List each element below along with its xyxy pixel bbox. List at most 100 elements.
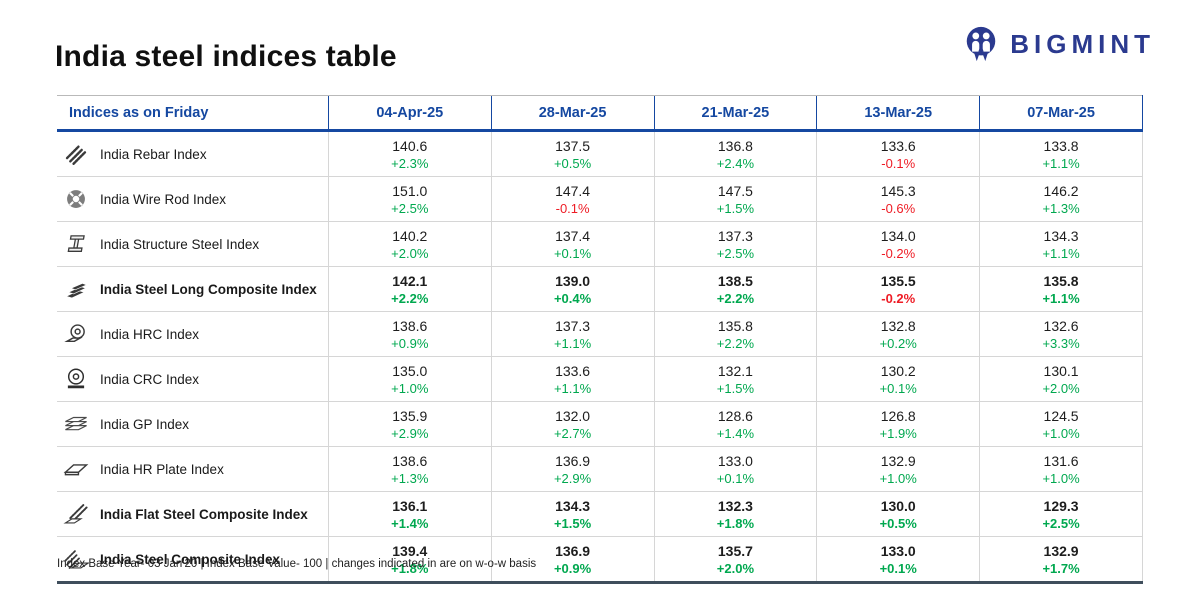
value-cell: 135.8 +2.2% (653, 311, 817, 357)
column-header-indices: Indices as on Friday (57, 95, 329, 131)
index-value: 146.2 (1043, 182, 1079, 199)
value-cell: 132.1 +1.5% (653, 356, 817, 402)
index-value: 137.4 (555, 227, 591, 244)
index-value: 124.5 (1043, 407, 1079, 424)
value-cell: 130.1 +2.0% (979, 356, 1143, 402)
index-name-cell: India GP Index (57, 401, 329, 447)
wow-change: +0.5% (553, 155, 592, 171)
wow-change: +2.9% (553, 470, 592, 486)
wow-change: +2.9% (391, 425, 429, 441)
crc-coil-icon (63, 366, 89, 392)
wow-change: +1.3% (391, 470, 429, 486)
bigmint-logo-text: BIGMINT (1010, 28, 1155, 59)
index-value: 134.3 (555, 497, 591, 514)
index-value: 131.6 (1043, 452, 1079, 469)
value-cell: 151.0 +2.5% (327, 176, 492, 222)
structure-steel-icon (67, 235, 85, 252)
index-value: 147.5 (717, 182, 753, 199)
index-value: 139.4 (392, 542, 428, 559)
page-title: India steel indices table (55, 40, 397, 73)
wow-change: +2.2% (716, 335, 755, 351)
value-cell: 130.0 +0.5% (816, 491, 980, 537)
table-row: India CRC Index 135.0 +1.0% 133.6 +1.1% 132.… (57, 356, 1143, 402)
index-value: 140.6 (392, 137, 428, 154)
index-name-label: India Steel Long Composite Index (100, 281, 317, 297)
table-row: India Structure Steel Index 140.2 +2.0% 13… (57, 221, 1143, 267)
bigmint-logo-icon (966, 26, 996, 62)
flat-steel-composite-icon (63, 501, 89, 527)
bigmint-logo: BIGMINT (962, 24, 1155, 64)
value-cell: 132.3 +1.8% (653, 491, 817, 537)
value-cell: 147.4 -0.1% (490, 176, 654, 222)
index-value: 132.9 (880, 452, 916, 469)
value-cell: 126.8 +1.9% (816, 401, 980, 447)
index-value: 134.3 (1043, 227, 1079, 244)
index-value: 133.0 (880, 542, 916, 559)
column-header-date-4: 13-Mar-25 (816, 95, 980, 131)
column-header-date-2: 28-Mar-25 (490, 95, 654, 131)
value-cell: 129.3 +2.5% (979, 491, 1143, 537)
value-cell: 140.6 +2.3% (327, 130, 492, 177)
value-cell: 133.0 +0.1% (653, 446, 817, 492)
table-header-row: Indices as on Friday 04-Apr-25 28-Mar-25… (57, 95, 1143, 131)
value-cell: 134.3 +1.1% (979, 221, 1143, 267)
index-name-cell: India Wire Rod Index (57, 176, 329, 222)
index-value: 136.9 (555, 452, 591, 469)
wow-change: +1.5% (716, 380, 755, 396)
index-name-label: India Wire Rod Index (100, 191, 227, 207)
index-value: 140.2 (392, 227, 428, 244)
gp-sheets-icon (65, 416, 87, 431)
wow-change: +1.4% (391, 515, 429, 531)
steel-long-composite-icon (63, 276, 89, 302)
table-row: India GP Index 135.9 +2.9% 132.0 +2.7% 128.6… (57, 401, 1143, 447)
structure-steel-icon (63, 231, 89, 257)
wow-change: +1.0% (391, 380, 429, 396)
index-value: 135.9 (392, 407, 428, 424)
index-name-label: India CRC Index (100, 371, 200, 387)
table-row: India HRC Index 138.6 +0.9% 137.3 +1.1% 135.… (57, 311, 1143, 357)
value-cell: 135.0 +1.0% (327, 356, 492, 402)
value-cell: 138.6 +0.9% (327, 311, 492, 357)
wow-change: -0.1% (881, 155, 916, 171)
wow-change: +1.5% (716, 200, 755, 216)
index-value: 130.1 (1043, 362, 1079, 379)
wow-change: +2.0% (1042, 380, 1080, 396)
value-cell: 142.1 +2.2% (327, 266, 492, 312)
indices-table: Indices as on Friday 04-Apr-25 28-Mar-25… (57, 95, 1143, 584)
value-cell: 135.8 +1.1% (979, 266, 1143, 312)
index-value: 133.8 (1043, 137, 1079, 154)
wow-change: +2.5% (716, 245, 755, 261)
flat-steel-composite-icon (63, 504, 88, 524)
rebar-icon (65, 145, 87, 165)
wire-rod-icon (67, 190, 85, 208)
index-value: 133.0 (717, 452, 753, 469)
value-cell: 136.8 +2.4% (653, 130, 817, 177)
wow-change: +0.2% (879, 335, 917, 351)
wow-change: +2.4% (716, 155, 755, 171)
wow-change: +1.0% (1042, 470, 1080, 486)
wow-change: +3.3% (1042, 335, 1080, 351)
wow-change: -0.2% (881, 245, 916, 261)
value-cell: 137.4 +0.1% (490, 221, 654, 267)
column-header-date-5: 07-Mar-25 (979, 95, 1143, 131)
value-cell: 132.9 +1.0% (816, 446, 980, 492)
index-name-label: India HRC Index (100, 326, 200, 342)
index-value: 135.7 (717, 542, 753, 559)
index-value: 137.3 (717, 227, 753, 244)
index-value: 135.0 (392, 362, 428, 379)
index-name-label: India GP Index (100, 416, 190, 432)
column-header-date-1: 04-Apr-25 (327, 95, 492, 131)
column-header-date-3: 21-Mar-25 (653, 95, 817, 131)
value-cell: 134.3 +1.5% (490, 491, 654, 537)
wow-change: +1.4% (716, 425, 755, 441)
value-cell: 133.8 +1.1% (979, 130, 1143, 177)
index-value: 137.5 (555, 137, 591, 154)
wow-change: +0.1% (879, 380, 917, 396)
wow-change: +1.1% (1042, 155, 1080, 171)
index-name-cell: India CRC Index (57, 356, 329, 402)
value-cell: 135.7 +2.0% (653, 536, 817, 584)
wow-change: +1.3% (1042, 200, 1080, 216)
wow-change: +1.0% (879, 470, 917, 486)
value-cell: 128.6 +1.4% (653, 401, 817, 447)
index-name-label: India Flat Steel Composite Index (100, 506, 308, 522)
